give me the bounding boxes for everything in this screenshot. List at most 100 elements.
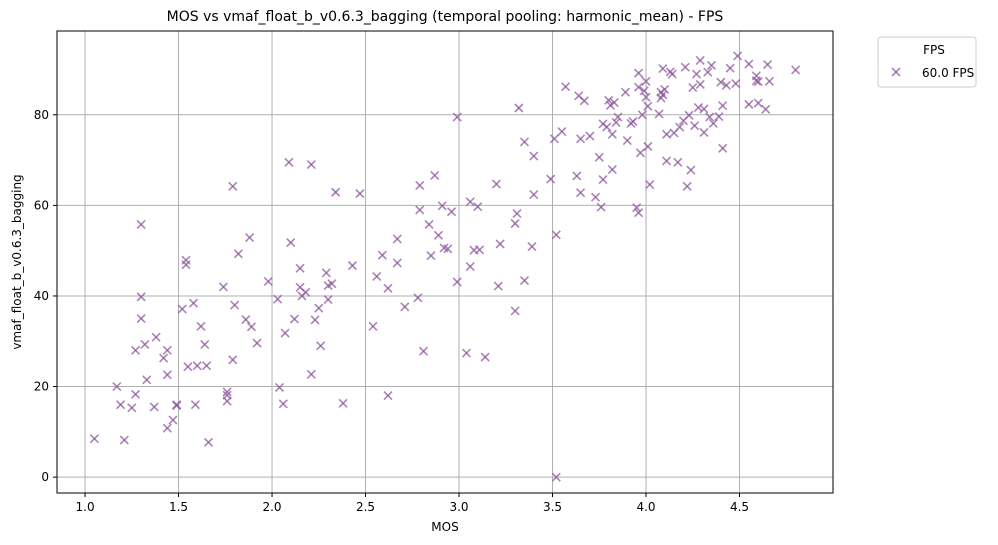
data-point — [585, 131, 595, 141]
x-tick-label: 4.5 — [730, 500, 749, 514]
data-point — [196, 321, 206, 331]
data-point — [252, 338, 262, 348]
data-point — [703, 67, 713, 77]
x-tick-label: 2.0 — [262, 500, 281, 514]
x-tick-label: 3.5 — [543, 500, 562, 514]
data-point — [190, 400, 200, 410]
data-point — [705, 112, 715, 122]
data-point — [495, 239, 505, 249]
data-point — [430, 170, 440, 181]
data-point — [314, 303, 324, 313]
legend-title: FPS — [923, 43, 945, 57]
data-point — [200, 339, 210, 350]
data-point — [321, 268, 331, 278]
data-point — [473, 202, 483, 212]
data-point — [480, 352, 490, 362]
plot-frame — [56, 30, 834, 494]
data-point — [168, 415, 178, 425]
data-point — [241, 314, 251, 325]
data-point — [686, 165, 696, 175]
data-point — [230, 300, 240, 310]
data-point — [331, 187, 341, 197]
data-point — [383, 283, 393, 293]
data-point — [744, 99, 754, 109]
data-point — [529, 151, 539, 161]
data-point — [415, 205, 425, 215]
data-point — [310, 315, 320, 325]
data-point — [510, 218, 520, 229]
data-point — [461, 348, 472, 358]
data-point — [753, 98, 763, 108]
data-point — [172, 400, 182, 410]
data-point — [278, 399, 288, 409]
data-point — [695, 79, 705, 90]
data-point — [289, 314, 300, 324]
data-point — [418, 346, 429, 356]
data-point — [718, 143, 728, 153]
data-point — [660, 84, 670, 94]
data-point — [424, 219, 434, 229]
data-point — [557, 126, 567, 137]
data-point — [263, 276, 273, 287]
data-point — [510, 306, 520, 316]
data-point — [764, 76, 774, 86]
data-point — [607, 165, 617, 175]
data-point — [512, 208, 522, 219]
data-point — [607, 129, 617, 139]
data-point — [465, 197, 475, 207]
data-point — [662, 129, 672, 139]
data-point — [645, 179, 655, 190]
data-point — [721, 80, 731, 90]
data-point — [465, 261, 475, 272]
data-point — [667, 69, 677, 79]
y-axis-label: vmaf_float_b_v0.6.3_bagging — [10, 174, 24, 349]
data-point — [609, 97, 619, 108]
data-point — [112, 381, 122, 392]
data-point — [579, 96, 589, 106]
data-point — [301, 287, 311, 297]
data-point — [633, 68, 644, 78]
data-point — [699, 104, 709, 114]
data-point — [136, 314, 146, 324]
data-point — [549, 134, 559, 144]
data-point — [183, 362, 193, 372]
data-point — [192, 361, 202, 371]
data-point — [246, 322, 257, 332]
data-point — [598, 174, 608, 185]
data-point — [89, 434, 99, 444]
y-tick-label: 20 — [34, 380, 49, 394]
data-point — [551, 472, 561, 482]
data-point — [222, 396, 232, 406]
data-point — [452, 112, 462, 122]
data-point — [643, 101, 653, 111]
x-tick-label: 4.0 — [636, 500, 655, 514]
data-point — [327, 279, 337, 289]
data-point — [791, 65, 801, 75]
data-point — [658, 90, 668, 100]
data-point — [744, 59, 754, 69]
data-point — [643, 141, 653, 152]
data-point — [136, 292, 146, 302]
data-point — [437, 201, 447, 211]
data-point — [295, 263, 305, 273]
data-point — [594, 152, 604, 162]
legend-box — [877, 36, 977, 88]
data-points — [89, 51, 801, 482]
data-point — [684, 110, 694, 120]
data-point — [159, 353, 169, 363]
data-point — [116, 400, 126, 410]
data-point — [347, 261, 358, 271]
chart-title: MOS vs vmaf_float_b_v0.6.3_bagging (temp… — [167, 9, 724, 25]
x-axis-label: MOS — [431, 520, 458, 534]
data-point — [136, 219, 146, 229]
data-point — [203, 437, 214, 447]
grid — [57, 31, 833, 493]
data-point — [142, 375, 152, 385]
data-point — [753, 77, 763, 87]
data-point — [202, 361, 212, 371]
data-point — [446, 207, 457, 217]
data-point — [641, 76, 651, 86]
data-point — [706, 60, 717, 70]
data-point — [682, 181, 692, 191]
x-tick-label: 1.0 — [76, 500, 95, 514]
